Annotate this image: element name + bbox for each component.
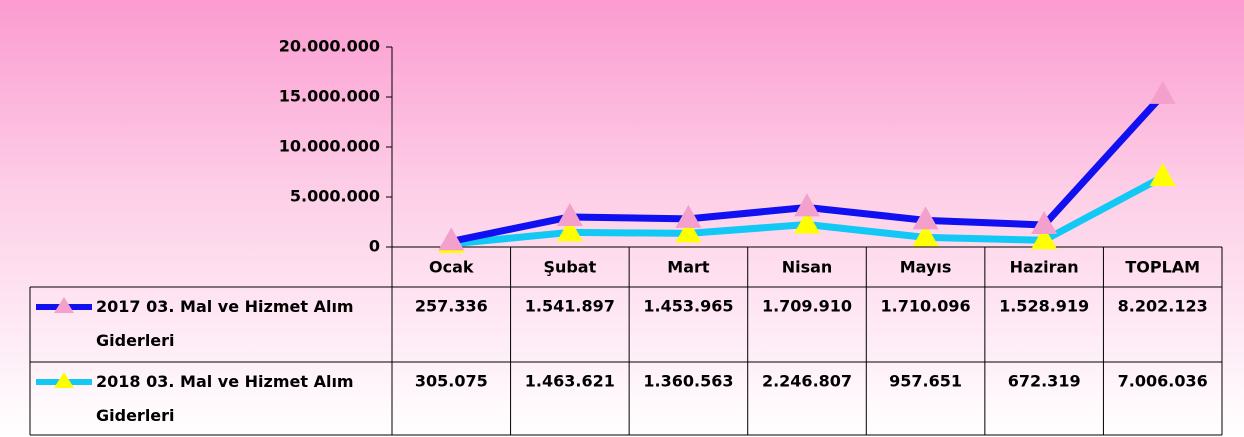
- table-value: 7.006.036: [1118, 372, 1208, 391]
- marker: [1031, 210, 1058, 234]
- table-value: 672.319: [1008, 372, 1081, 391]
- marker: [438, 227, 465, 251]
- table-value: 1.710.096: [881, 297, 971, 316]
- table-value: 1.463.621: [525, 372, 615, 391]
- marker: [912, 206, 939, 230]
- marker: [675, 204, 702, 228]
- table-value: 1.541.897: [525, 297, 615, 316]
- y-tick-label: 10.000.000: [279, 137, 380, 156]
- table-value: 2.246.807: [762, 372, 852, 391]
- table-value: 257.336: [415, 297, 488, 316]
- x-tick-label: Nisan: [782, 258, 833, 277]
- table-value: 305.075: [415, 372, 488, 391]
- marker: [1149, 80, 1176, 104]
- x-tick-label: TOPLAM: [1125, 258, 1200, 277]
- marker: [1031, 226, 1058, 250]
- table-value: 957.651: [889, 372, 962, 391]
- table-value: 1.453.965: [643, 297, 733, 316]
- marker: [556, 202, 583, 226]
- table-value: 1.709.910: [762, 297, 852, 316]
- marker: [794, 193, 820, 217]
- x-tick-label: Haziran: [1010, 258, 1079, 277]
- legend-label: 2017 03. Mal ve Hizmet Alım Giderleri: [96, 297, 354, 350]
- y-tick-label: 0: [369, 237, 380, 256]
- y-tick-label: 5.000.000: [290, 187, 380, 206]
- x-tick-label: Mayıs: [900, 258, 952, 277]
- legend-marker: [54, 297, 74, 313]
- table-value: 1.360.563: [643, 372, 733, 391]
- marker: [912, 223, 939, 247]
- x-tick-label: Şubat: [543, 258, 596, 277]
- marker: [556, 218, 583, 242]
- table-value: 8.202.123: [1118, 297, 1208, 316]
- y-tick-label: 15.000.000: [279, 87, 380, 106]
- y-tick-label: 20.000.000: [279, 37, 380, 56]
- table-value: 1.528.919: [999, 297, 1089, 316]
- marker: [675, 219, 702, 243]
- x-tick-label: Ocak: [429, 258, 474, 277]
- marker: [794, 210, 820, 234]
- legend-marker: [54, 372, 74, 388]
- marker: [1149, 162, 1176, 186]
- x-tick-label: Mart: [667, 258, 710, 277]
- legend-label: 2018 03. Mal ve Hizmet Alım Giderleri: [96, 372, 354, 425]
